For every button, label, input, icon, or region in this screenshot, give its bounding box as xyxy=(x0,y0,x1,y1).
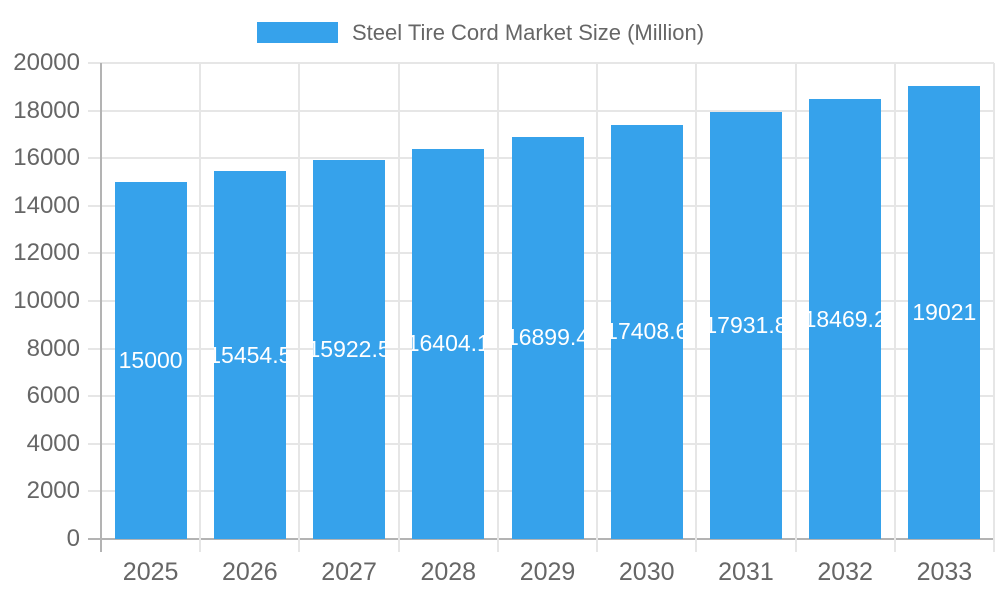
y-axis-tick-label: 0 xyxy=(66,525,80,552)
x-axis-tick-label: 2025 xyxy=(122,558,179,586)
bar-2033[interactable]: 19021 xyxy=(908,86,981,539)
bar-value-label: 16404.1 xyxy=(412,330,485,357)
bar-2027[interactable]: 15922.5 xyxy=(313,160,386,539)
x-axis-tick-label: 2032 xyxy=(817,558,873,586)
bar-value-label: 15454.5 xyxy=(213,341,286,368)
v-gridline xyxy=(893,63,896,552)
x-axis-tick-label: 2031 xyxy=(718,558,774,586)
bar-2031[interactable]: 17931.8 xyxy=(709,112,782,539)
v-gridline xyxy=(397,63,400,552)
legend-label: Steel Tire Cord Market Size (Million) xyxy=(352,19,705,45)
legend-item[interactable]: Steel Tire Cord Market Size (Million) xyxy=(257,19,705,45)
x-axis-tick-label: 2030 xyxy=(618,558,675,586)
bar-value-label: 15922.5 xyxy=(313,336,386,362)
y-axis-tick-label: 8000 xyxy=(26,334,80,362)
y-axis-line xyxy=(100,63,102,552)
legend-swatch xyxy=(257,22,338,43)
bar-value-label: 18469.2 xyxy=(809,305,882,332)
y-axis-tick-label: 4000 xyxy=(26,429,80,457)
bar-2030[interactable]: 17408.6 xyxy=(610,124,683,539)
bar-value-label: 16899.4 xyxy=(511,324,584,351)
bar-value-label: 17931.8 xyxy=(709,312,782,339)
y-axis-tick-label: 20000 xyxy=(13,49,80,76)
h-gridline xyxy=(88,109,994,112)
y-axis-tick-label: 14000 xyxy=(13,191,80,219)
v-gridline xyxy=(695,63,698,552)
y-axis-tick-label: 10000 xyxy=(13,287,80,314)
bar-value-label: 15000 xyxy=(118,347,183,373)
v-gridline xyxy=(596,63,599,552)
bar-value-label: 17408.6 xyxy=(610,318,683,345)
v-gridline xyxy=(199,63,202,552)
bar-2026[interactable]: 15454.5 xyxy=(213,171,286,539)
y-axis-tick-label: 2000 xyxy=(26,477,80,505)
bar-2025[interactable]: 15000 xyxy=(114,182,187,539)
v-gridline xyxy=(993,63,995,552)
bar-value-label: 19021 xyxy=(912,299,977,326)
x-axis-tick-label: 2033 xyxy=(916,558,973,586)
x-axis-tick-label: 2026 xyxy=(222,558,278,586)
v-gridline xyxy=(496,63,499,552)
x-axis-tick-label: 2029 xyxy=(519,558,576,586)
v-gridline xyxy=(298,63,301,552)
y-axis-tick-label: 18000 xyxy=(13,96,80,124)
bar-2028[interactable]: 16404.1 xyxy=(412,148,485,539)
x-axis-line xyxy=(88,538,994,540)
y-axis-tick-label: 12000 xyxy=(13,239,80,267)
h-gridline xyxy=(88,62,994,64)
bar-2032[interactable]: 18469.2 xyxy=(809,99,882,539)
bar-2029[interactable]: 16899.4 xyxy=(511,136,584,539)
x-axis-tick-label: 2028 xyxy=(420,558,477,586)
y-axis-tick-label: 16000 xyxy=(13,144,80,172)
v-gridline xyxy=(794,63,797,552)
y-axis-tick-label: 6000 xyxy=(26,382,80,410)
x-axis-tick-label: 2027 xyxy=(321,558,377,586)
